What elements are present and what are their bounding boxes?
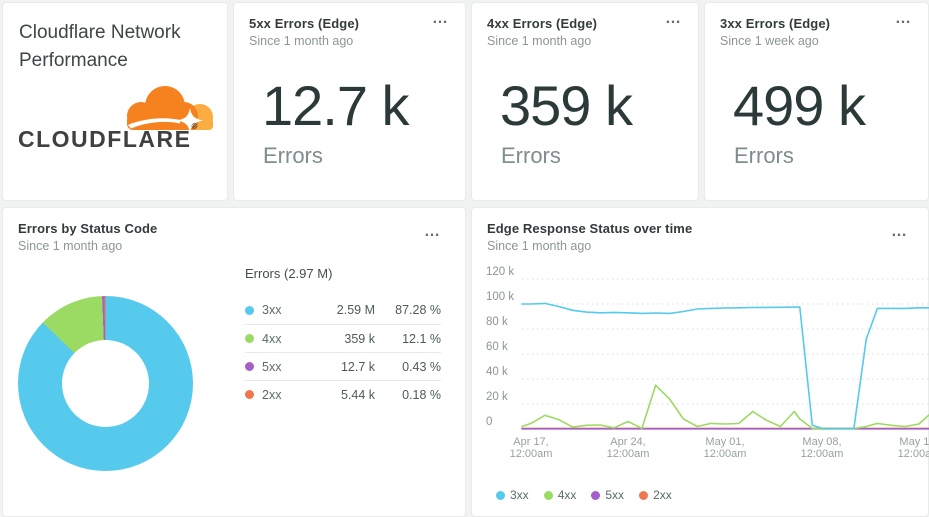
svg-text:Apr 17,: Apr 17, [513, 436, 548, 448]
card-title: Errors by Status Code [18, 221, 158, 236]
card-subtitle: Since 1 month ago [487, 239, 592, 253]
series-percent: 87.28 % [395, 303, 441, 317]
legend-label: 4xx [557, 488, 577, 502]
series-percent: 0.18 % [402, 387, 441, 402]
legend-label: 2xx [653, 488, 672, 502]
brand-card: Cloudflare Network Performance CLOUDFLAR… [2, 2, 228, 201]
metric-card-5xx: 5xx Errors (Edge) Since 1 month ago … 12… [233, 2, 466, 201]
more-menu-icon[interactable]: … [891, 223, 908, 240]
series-color-dot [245, 362, 254, 371]
edge-response-status-card: Edge Response Status over time Since 1 m… [471, 207, 929, 517]
metric-card-4xx: 4xx Errors (Edge) Since 1 month ago … 35… [471, 2, 699, 201]
metric-value: 12.7 k [262, 74, 410, 137]
page-title: Cloudflare Network Performance [19, 22, 181, 71]
svg-text:60 k: 60 k [486, 341, 508, 353]
series-color-dot [245, 334, 254, 343]
series-color-dot [496, 490, 505, 500]
status-code-legend-table: Errors (2.97 M) 3xx 2.59 M 87.28 % 4xx 3… [245, 266, 441, 408]
svg-text:May 01,: May 01, [705, 436, 744, 448]
card-title: Edge Response Status over time [487, 221, 693, 236]
series-percent: 0.43 % [402, 359, 441, 374]
series-percent: 12.1 % [402, 331, 441, 346]
svg-text:May 15,: May 15, [899, 436, 929, 448]
legend-table-row[interactable]: 3xx 2.59 M 87.28 % [245, 296, 441, 324]
series-value: 2.59 M [336, 303, 375, 317]
donut-chart[interactable] [18, 296, 193, 471]
svg-text:80 k: 80 k [486, 316, 508, 328]
svg-text:Apr 24,: Apr 24, [610, 436, 645, 448]
legend-item-2xx[interactable]: 2xx [639, 488, 672, 502]
metric-unit-label: Errors [734, 143, 794, 168]
svg-text:12:00am: 12:00am [898, 448, 929, 460]
more-menu-icon[interactable]: … [432, 10, 449, 27]
svg-text:0: 0 [486, 416, 492, 428]
errors-by-status-card: Errors by Status Code Since 1 month ago … [2, 207, 466, 517]
series-value: 359 k [344, 331, 375, 346]
series-color-dot [543, 490, 553, 500]
legend-label: 3xx [510, 488, 529, 502]
svg-text:12:00am: 12:00am [510, 448, 553, 460]
card-title: 5xx Errors (Edge) [249, 16, 360, 31]
series-color-dot [591, 490, 601, 500]
series-name: 2xx [262, 387, 282, 402]
more-menu-icon[interactable]: … [895, 10, 912, 27]
series-color-dot [639, 490, 649, 500]
legend-table-header: Errors (2.97 M) [245, 266, 333, 281]
donut-hole [62, 340, 149, 427]
legend-table-row[interactable]: 4xx 359 k 12.1 % [245, 324, 441, 352]
legend-table-row[interactable]: 2xx 5.44 k 0.18 % [245, 380, 441, 408]
cloudflare-cloud-icon [127, 86, 213, 131]
svg-text:20 k: 20 k [486, 391, 508, 403]
cloudflare-logo: CLOUDFLARE® [18, 79, 214, 157]
svg-text:12:00am: 12:00am [801, 448, 844, 460]
card-subtitle: Since 1 week ago [720, 34, 819, 48]
svg-text:120 k: 120 k [486, 266, 514, 278]
legend-item-3xx[interactable]: 3xx [496, 488, 529, 502]
svg-text:12:00am: 12:00am [607, 448, 650, 460]
legend-item-4xx[interactable]: 4xx [543, 488, 577, 502]
legend-label: 5xx [605, 488, 625, 502]
series-value: 12.7 k [340, 359, 375, 374]
svg-text:40 k: 40 k [486, 366, 508, 378]
legend-table-row[interactable]: 5xx 12.7 k 0.43 % [245, 352, 441, 380]
more-menu-icon[interactable]: … [665, 10, 682, 27]
card-subtitle: Since 1 month ago [487, 34, 592, 48]
legend-item-5xx[interactable]: 5xx [591, 488, 624, 502]
metric-value: 359 k [500, 74, 633, 137]
svg-text:May 08,: May 08, [802, 436, 841, 448]
series-name: 5xx [262, 359, 282, 374]
card-subtitle: Since 1 month ago [249, 34, 354, 48]
metric-unit-label: Errors [263, 143, 323, 168]
metric-unit-label: Errors [501, 143, 561, 168]
metric-value: 499 k [733, 74, 866, 137]
series-color-dot [245, 390, 254, 399]
svg-text:100 k: 100 k [486, 291, 514, 303]
more-menu-icon[interactable]: … [424, 223, 441, 240]
card-title: 4xx Errors (Edge) [487, 16, 598, 31]
card-subtitle: Since 1 month ago [18, 239, 123, 253]
svg-text:12:00am: 12:00am [704, 448, 747, 460]
series-value: 5.44 k [340, 387, 375, 402]
series-name: 3xx [262, 303, 282, 317]
series-color-dot [245, 305, 254, 315]
metric-card-3xx: 3xx Errors (Edge) Since 1 week ago … 499… [704, 2, 929, 201]
cloudflare-wordmark: CLOUDFLARE® [18, 122, 198, 152]
chart-legend: 3xx 4xx 5xx 2xx [496, 488, 672, 502]
series-name: 4xx [262, 331, 282, 346]
card-title: 3xx Errors (Edge) [720, 16, 831, 31]
